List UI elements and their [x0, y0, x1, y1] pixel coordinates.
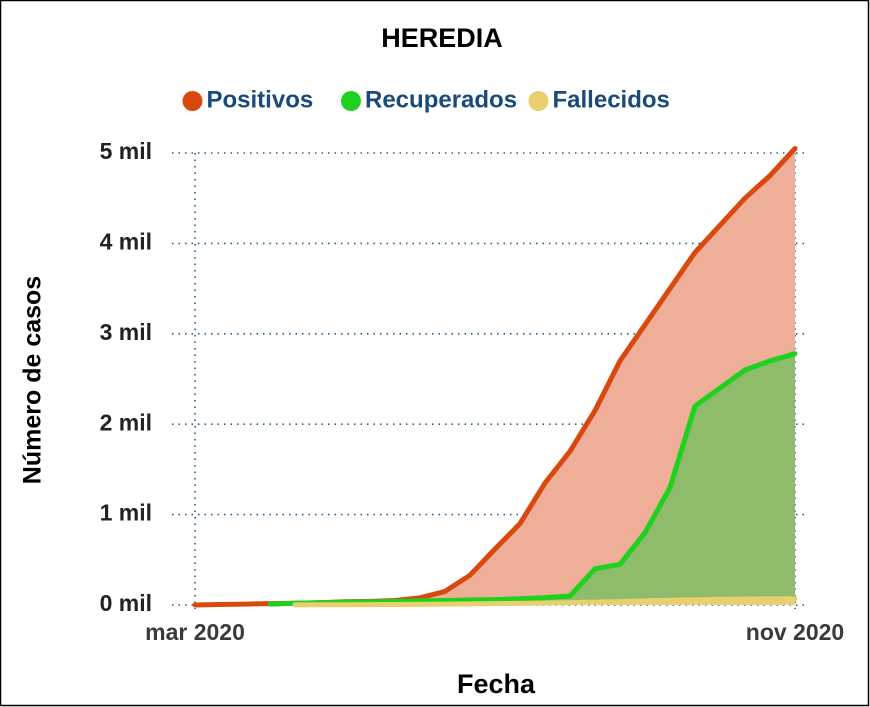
- y-tick-label: 5 mil: [100, 138, 152, 164]
- x-axis-title: Fecha: [457, 669, 536, 699]
- line: [267, 351, 798, 607]
- x-tick-label: mar 2020: [145, 619, 245, 645]
- legend-label: Positivos: [207, 86, 314, 113]
- y-tick-label: 0 mil: [100, 590, 152, 616]
- legend-marker: [182, 91, 203, 111]
- x-tick-label: nov 2020: [746, 619, 844, 645]
- area: [195, 148, 795, 605]
- legend-label: Recuperados: [365, 86, 517, 113]
- area: [295, 598, 795, 605]
- chart-title: HEREDIA: [381, 23, 503, 53]
- y-axis-title: Número de casos: [19, 276, 47, 484]
- y-tick-label: 2 mil: [100, 409, 152, 435]
- legend-label: Fallecidos: [553, 86, 670, 113]
- legend-marker: [341, 91, 361, 111]
- legend-marker: [528, 91, 549, 111]
- area: [270, 353, 795, 605]
- line: [292, 596, 798, 608]
- y-tick-label: 3 mil: [100, 319, 152, 345]
- y-tick-label: 4 mil: [100, 228, 152, 254]
- y-tick-label: 1 mil: [100, 500, 152, 526]
